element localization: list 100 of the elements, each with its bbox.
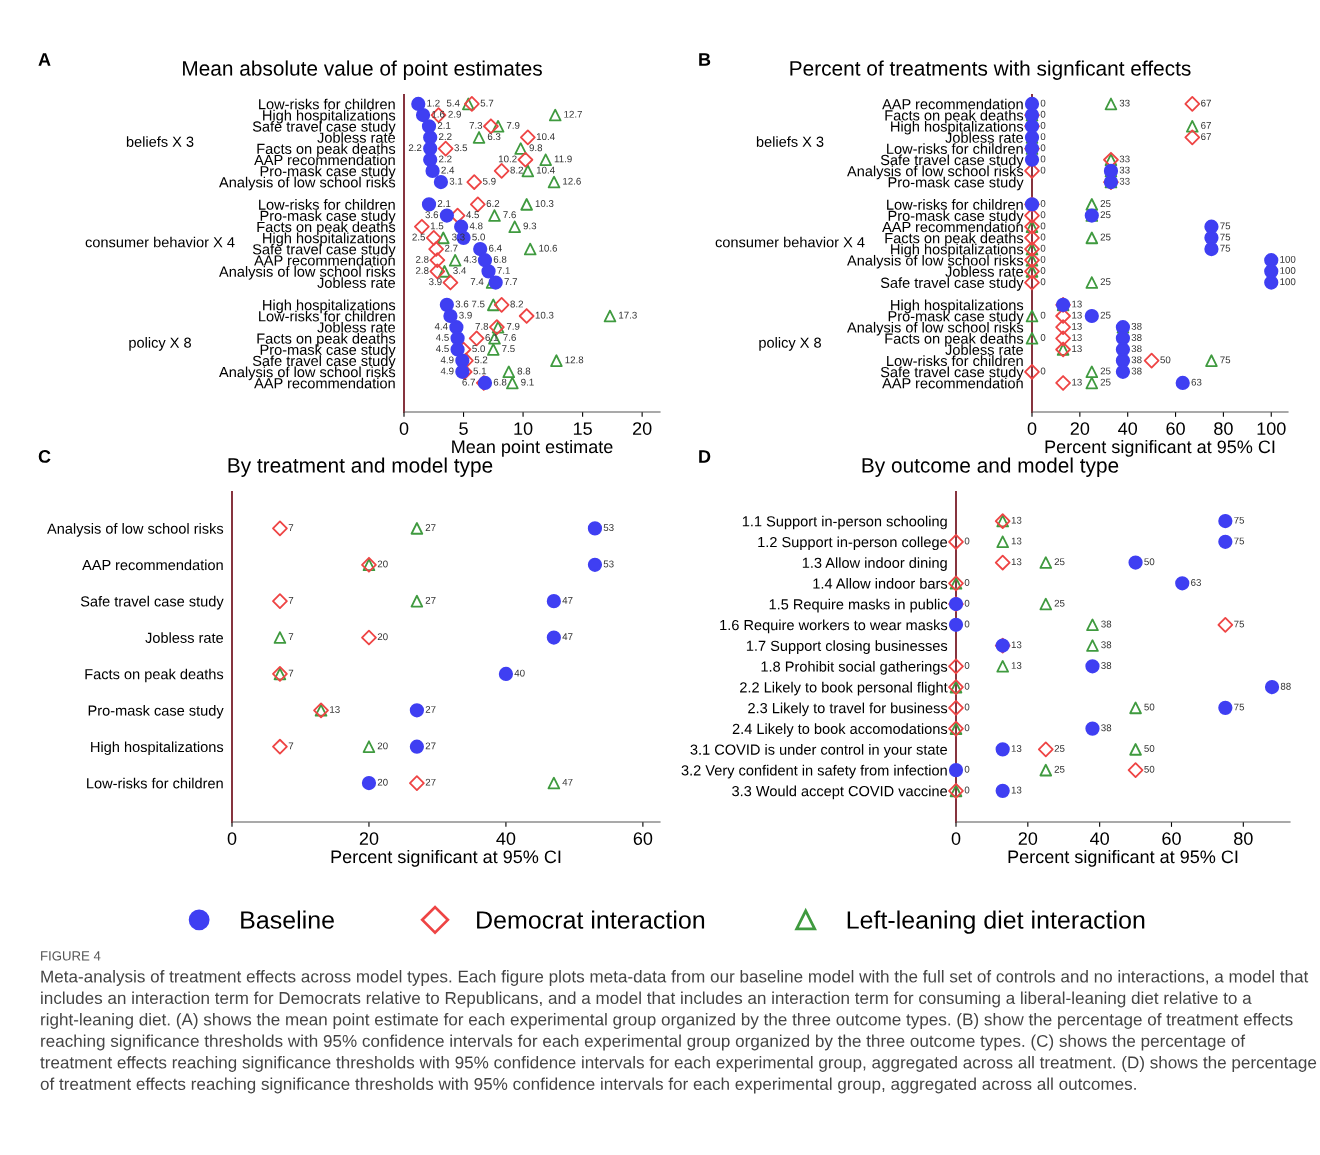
data-label: 0 — [964, 765, 970, 773]
x-tick-label: 20 — [633, 422, 652, 435]
legend-label: Democrat interaction — [477, 910, 705, 929]
data-label: 25 — [1054, 765, 1065, 773]
data-label: 38 — [1131, 356, 1142, 364]
data-label: 9.8 — [529, 144, 543, 152]
text: Meta-analysis of treatment effects across model types. Each figure plots meta-data from our baseline model with the full set of controls and no interactions, a model that includes an interaction term for Democrats relative to Republicans, and a model that includes an interaction term for consuming a liberal-leaning diet relative to a right-leaning diet. (A) shows the mean point estimate for each experimental group organized by the three outcome types. (B) show the percentage of treatment effects reaching significance thresholds with 95% confidence intervals for each experimental group organized by the three outcome types. (C) shows the percentage of treatment effects reaching significance thresholds with 95% confidence intervals for each experimental group, aggregated across all treatment. (D) shows the percentage of treatment effects reaching significance thresholds with 95% confidence intervals for each experimental group, aggregated across all outcomes. — [40, 970, 1317, 1094]
data-label: 3.9 — [459, 311, 472, 319]
data-label: 9.3 — [523, 222, 537, 230]
data-label: 13 — [1072, 378, 1082, 386]
data-label: 7 — [288, 524, 294, 531]
data-label: 0 — [1040, 311, 1046, 319]
data-label: 75 — [1234, 620, 1245, 628]
data-label: 33 — [1119, 99, 1130, 107]
y-tick-label: Low-risks for children — [887, 143, 1023, 155]
data-label: 13 — [1011, 745, 1022, 752]
text: beliefs X 3 — [756, 136, 824, 147]
data-label: 3.6 — [455, 300, 469, 308]
data-label: 7.3 — [469, 121, 483, 129]
x-tick-label: 60 — [1166, 422, 1185, 435]
data-label: 38 — [1131, 367, 1142, 375]
data-label: 4.3 — [463, 255, 477, 263]
data-label: 4.9 — [440, 356, 454, 364]
data-label: 25 — [1100, 378, 1111, 386]
text: FIGURE 4 — [41, 951, 101, 961]
y-tick-label: 2.4 Likely to book accomodations — [732, 723, 948, 737]
data-label: 5.0 — [472, 233, 485, 241]
y-tick-label: 1.4 Allow indoor bars — [813, 578, 948, 589]
data-label: 0 — [1040, 267, 1046, 274]
data-label: 5.2 — [474, 356, 488, 364]
data-label: 20 — [377, 633, 388, 641]
data-label: 33 — [1119, 177, 1130, 185]
data-label: 11.9 — [554, 155, 572, 163]
data-label: 38 — [1101, 724, 1112, 732]
y-tick-label: 1.1 Support in-person schooling — [742, 515, 947, 530]
data-label: 4.9 — [440, 367, 454, 375]
data-label: 0 — [964, 724, 970, 732]
data-label: 47 — [562, 596, 573, 604]
data-label: 25 — [1100, 211, 1111, 219]
data-label: 20 — [377, 778, 388, 786]
data-label: 13 — [1011, 786, 1022, 794]
data-label: 4.4 — [434, 322, 448, 330]
data-label: 100 — [1280, 267, 1296, 274]
data-label: 7 — [288, 633, 294, 641]
data-label: 7.5 — [502, 345, 515, 353]
data-label: 2.4 — [441, 166, 455, 174]
data-label: 17.3 — [619, 311, 637, 319]
data-label: 27 — [425, 778, 436, 786]
data-label: 12.6 — [563, 177, 581, 185]
x-tick-label: 10 — [514, 422, 533, 435]
data-label: 8.2 — [510, 300, 523, 308]
data-label: 75 — [1234, 703, 1245, 711]
data-label: 50 — [1144, 745, 1155, 752]
x-tick-label: 100 — [1257, 422, 1286, 435]
data-label: 0 — [1040, 155, 1046, 163]
data-label: 5.9 — [482, 177, 496, 185]
data-label: 47 — [562, 633, 573, 641]
data-label: 27 — [425, 742, 436, 750]
y-tick-label: Low-risks for children — [259, 98, 395, 110]
data-label: 75 — [1220, 233, 1231, 241]
y-tick-label: 2.3 Likely to travel for business — [748, 702, 948, 717]
data-label: 0 — [964, 662, 970, 669]
data-label: 13 — [1072, 334, 1082, 341]
data-label: 38 — [1131, 345, 1142, 353]
y-tick-label: Jobless rate — [317, 277, 396, 288]
data-label: 12.8 — [565, 356, 584, 364]
text: consumer behavior X 4 — [715, 236, 865, 248]
x-tick-label: 40 — [1118, 422, 1138, 435]
data-label: 10.3 — [535, 311, 554, 319]
data-label: 7.9 — [506, 322, 520, 330]
data-label: 5.4 — [446, 99, 460, 107]
data-label: 0 — [1040, 144, 1046, 152]
data-label: 20 — [377, 742, 388, 750]
data-label: 0 — [1040, 222, 1046, 230]
y-tick-label: 1.8 Prohibit social gatherings — [761, 661, 948, 675]
data-label: 8.2 — [510, 166, 523, 174]
data-label: 67 — [1201, 121, 1211, 129]
y-tick-label: 1.5 Require masks in public — [769, 598, 948, 613]
data-label: 0 — [1040, 367, 1046, 375]
data-label: 50 — [1144, 765, 1155, 773]
data-label: 75 — [1220, 222, 1231, 230]
data-label: 50 — [1160, 356, 1171, 364]
data-label: 6.2 — [486, 200, 500, 207]
data-label: 0 — [964, 620, 970, 628]
data-label: 10.4 — [536, 166, 555, 174]
y-tick-label: 1.7 Support closing businesses — [746, 640, 948, 654]
y-tick-label: 2.2 Likely to book personal flight — [740, 681, 948, 696]
data-label: 3.5 — [454, 144, 468, 152]
data-label: 25 — [1054, 558, 1065, 566]
y-tick-label: Low-risks for children — [259, 199, 395, 210]
data-label: 0 — [1040, 166, 1046, 174]
data-label: 4.5 — [435, 334, 449, 341]
data-label: 25 — [1054, 599, 1065, 607]
data-label: 25 — [1100, 278, 1111, 286]
data-label: 0 — [964, 703, 970, 711]
data-label: 0 — [1040, 211, 1046, 219]
x-tick-label: 0 — [951, 832, 961, 845]
data-label: 50 — [1144, 703, 1155, 711]
data-label: 67 — [1201, 133, 1211, 141]
data-label: 4.5 — [466, 211, 480, 219]
